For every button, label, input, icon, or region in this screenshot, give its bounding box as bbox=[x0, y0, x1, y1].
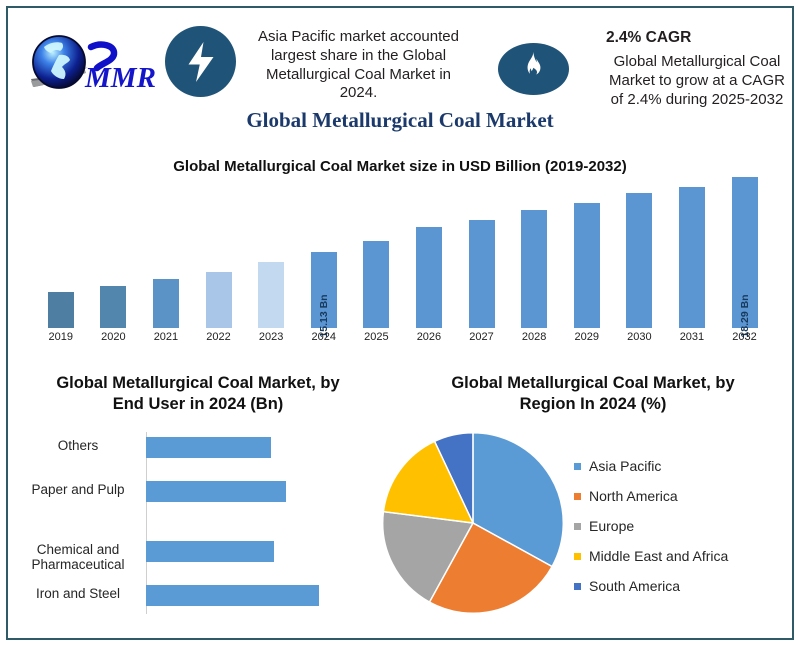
svg-text:MMR: MMR bbox=[84, 62, 156, 94]
